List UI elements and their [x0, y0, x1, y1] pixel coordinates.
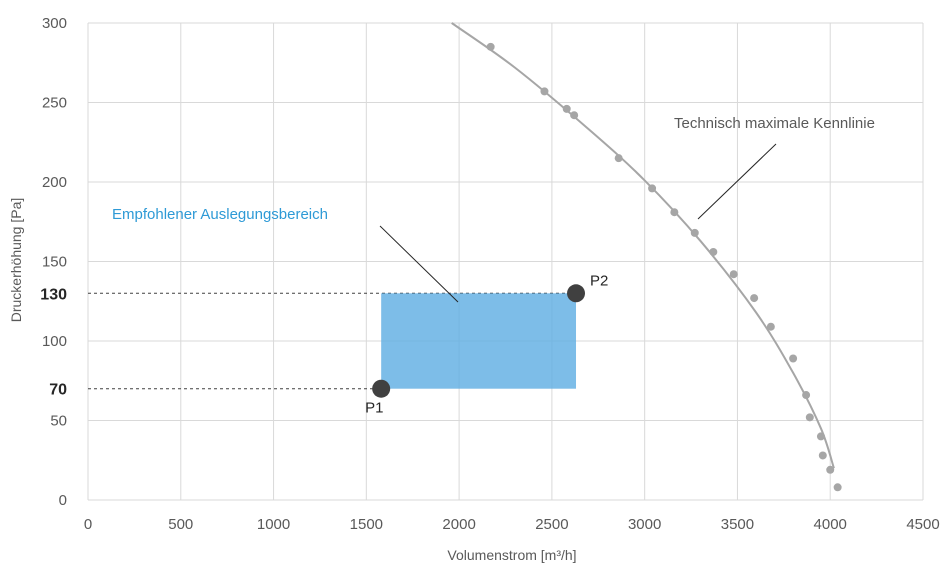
measured-point — [670, 208, 679, 217]
measured-point — [562, 104, 571, 113]
measured-point — [818, 451, 827, 460]
x-tick-label: 1500 — [350, 516, 383, 533]
measured-point — [833, 483, 842, 492]
measured-point — [816, 432, 825, 441]
operating-point-p2 — [567, 284, 586, 303]
x-tick-label: 4500 — [906, 516, 939, 533]
y-tick-label: 50 — [50, 413, 67, 430]
y-tick-label-highlight: 130 — [40, 286, 67, 303]
measured-points — [486, 42, 842, 492]
x-tick-label: 500 — [168, 516, 193, 533]
x-tick-label: 2500 — [535, 516, 568, 533]
measured-point — [805, 413, 814, 422]
reference-lines — [88, 292, 577, 390]
y-axis-title: Druckerhöhung [Pa] — [8, 198, 24, 323]
recommended-range-area — [381, 293, 577, 389]
x-tick-label: 4000 — [814, 516, 847, 533]
measured-point — [614, 154, 623, 163]
measured-point — [540, 87, 549, 96]
x-tick-labels: 0 500 1000 1500 2000 2500 3000 3500 4000 4500 — [84, 516, 940, 533]
x-tick-label: 0 — [84, 516, 92, 533]
y-tick-label: 150 — [42, 254, 67, 271]
y-tick-label-highlight: 70 — [49, 382, 67, 399]
x-tick-label: 3500 — [721, 516, 754, 533]
operating-points: P1 P2 — [365, 272, 608, 416]
range-label-leader — [379, 225, 459, 303]
x-tick-label: 1000 — [257, 516, 290, 533]
x-tick-label: 2000 — [442, 516, 475, 533]
y-tick-label: 250 — [42, 95, 67, 112]
x-tick-label: 3000 — [628, 516, 661, 533]
y-tick-label: 300 — [42, 15, 67, 32]
curve-label-leader — [697, 143, 777, 220]
grid — [87, 22, 924, 501]
y-tick-label: 0 — [59, 492, 67, 509]
measured-point — [729, 270, 738, 279]
operating-point-label: P2 — [590, 272, 608, 289]
measured-point — [570, 111, 579, 120]
measured-point — [648, 184, 657, 193]
measured-point — [750, 294, 759, 303]
max-curve-line — [451, 22, 835, 469]
y-tick-label: 100 — [42, 333, 67, 350]
y-tick-labels: 0 50 100 150 200 250 300 70 130 — [40, 15, 67, 509]
measured-point — [709, 247, 718, 256]
x-axis-title: Volumenstrom [m³/h] — [447, 547, 576, 563]
measured-point — [486, 42, 495, 51]
measured-point — [826, 465, 835, 474]
measured-point — [690, 228, 699, 237]
measured-point — [789, 354, 798, 363]
curve-label: Technisch maximale Kennlinie — [674, 115, 875, 132]
range-label: Empfohlener Auslegungsbereich — [112, 206, 328, 223]
operating-point-p1 — [372, 379, 391, 398]
y-tick-label: 200 — [42, 174, 67, 191]
measured-point — [766, 322, 775, 331]
measured-point — [802, 391, 811, 400]
operating-point-label: P1 — [365, 400, 383, 417]
